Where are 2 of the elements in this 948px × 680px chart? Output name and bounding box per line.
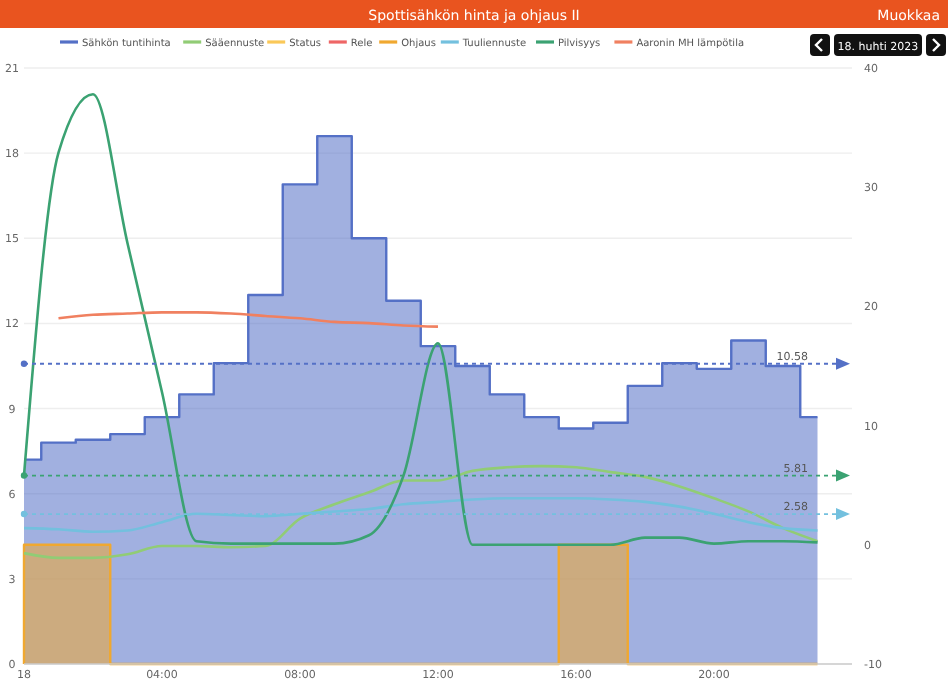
line-series (22, 464, 819, 560)
line-series (57, 311, 440, 328)
